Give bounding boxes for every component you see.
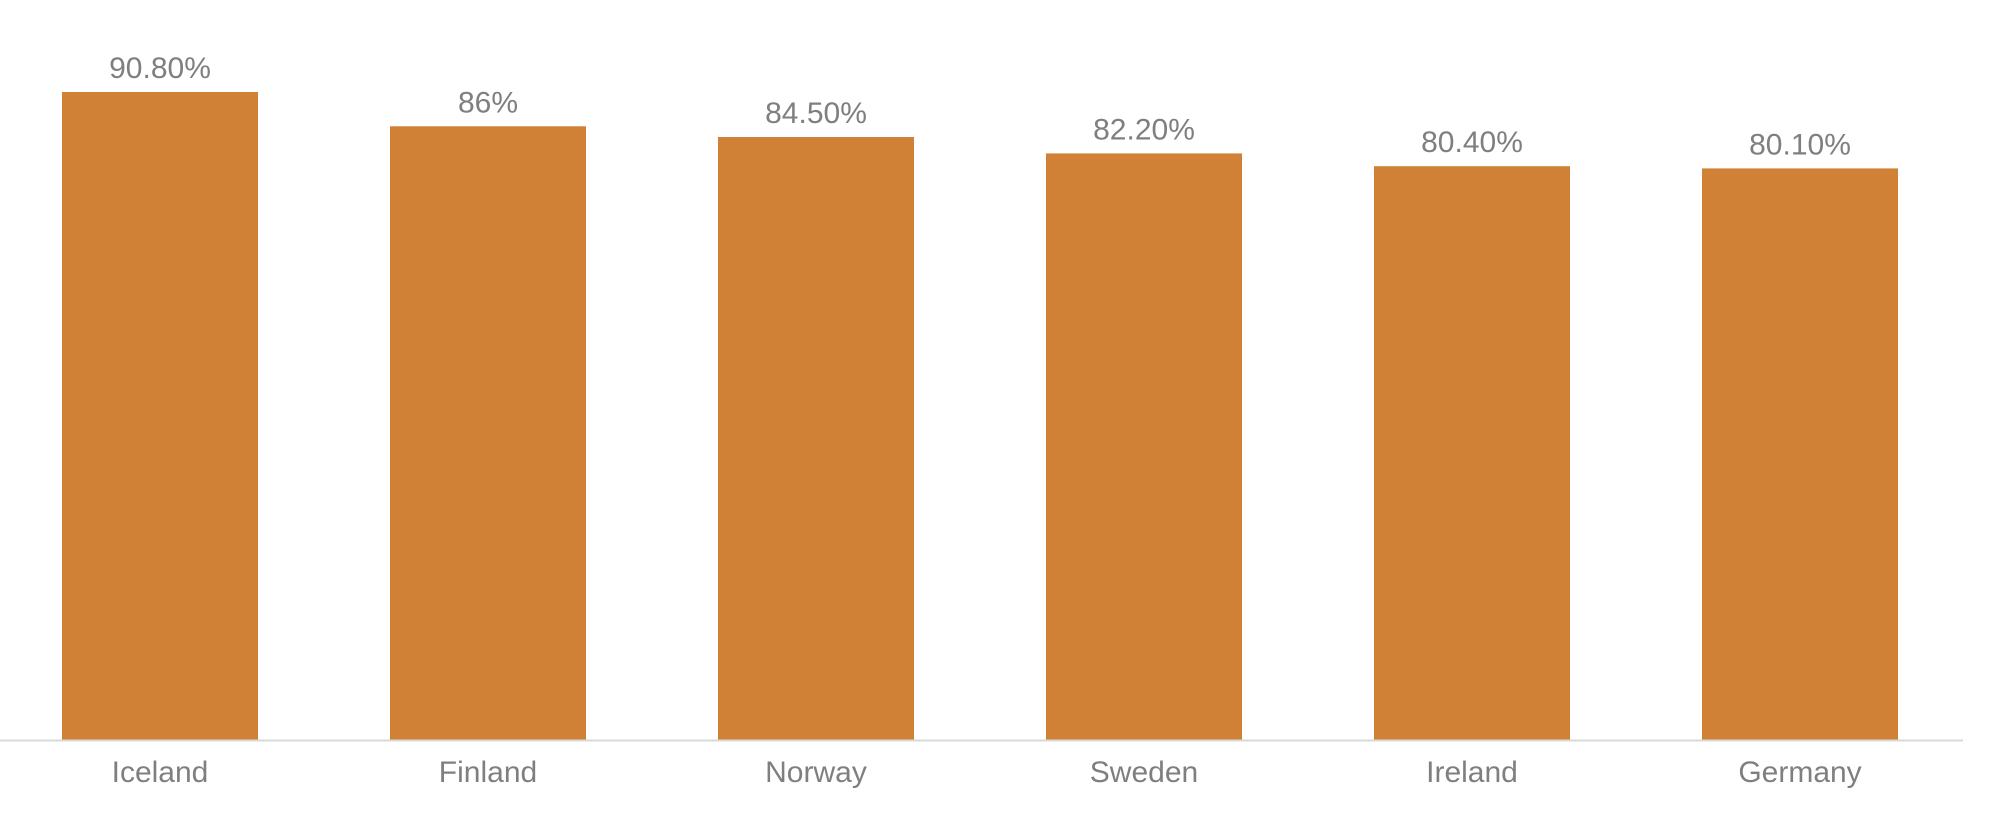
bar-germany: [1702, 168, 1898, 740]
value-labels-group: 90.80% 86% 84.50% 82.20% 80.40% 80.10%: [109, 52, 1851, 161]
category-labels-group: Iceland Finland Norway Sweden Ireland Germany: [112, 756, 1862, 789]
bar-ireland: [1374, 166, 1570, 740]
category-label-ireland: Ireland: [1426, 756, 1518, 789]
data-label-ireland: 80.40%: [1421, 126, 1523, 159]
data-label-norway: 84.50%: [765, 97, 867, 130]
bar-norway: [718, 137, 914, 740]
bar-iceland: [62, 92, 258, 740]
category-label-norway: Norway: [765, 756, 867, 789]
bars-group: [62, 92, 1898, 741]
category-label-germany: Germany: [1738, 756, 1861, 789]
data-label-germany: 80.10%: [1749, 128, 1851, 161]
data-label-finland: 86%: [458, 86, 518, 119]
data-label-sweden: 82.20%: [1093, 113, 1195, 146]
category-label-iceland: Iceland: [112, 756, 209, 789]
category-label-finland: Finland: [439, 756, 537, 789]
category-label-sweden: Sweden: [1090, 756, 1198, 789]
data-label-iceland: 90.80%: [109, 52, 211, 85]
bar-finland: [390, 126, 586, 741]
bar-sweden: [1046, 153, 1242, 740]
